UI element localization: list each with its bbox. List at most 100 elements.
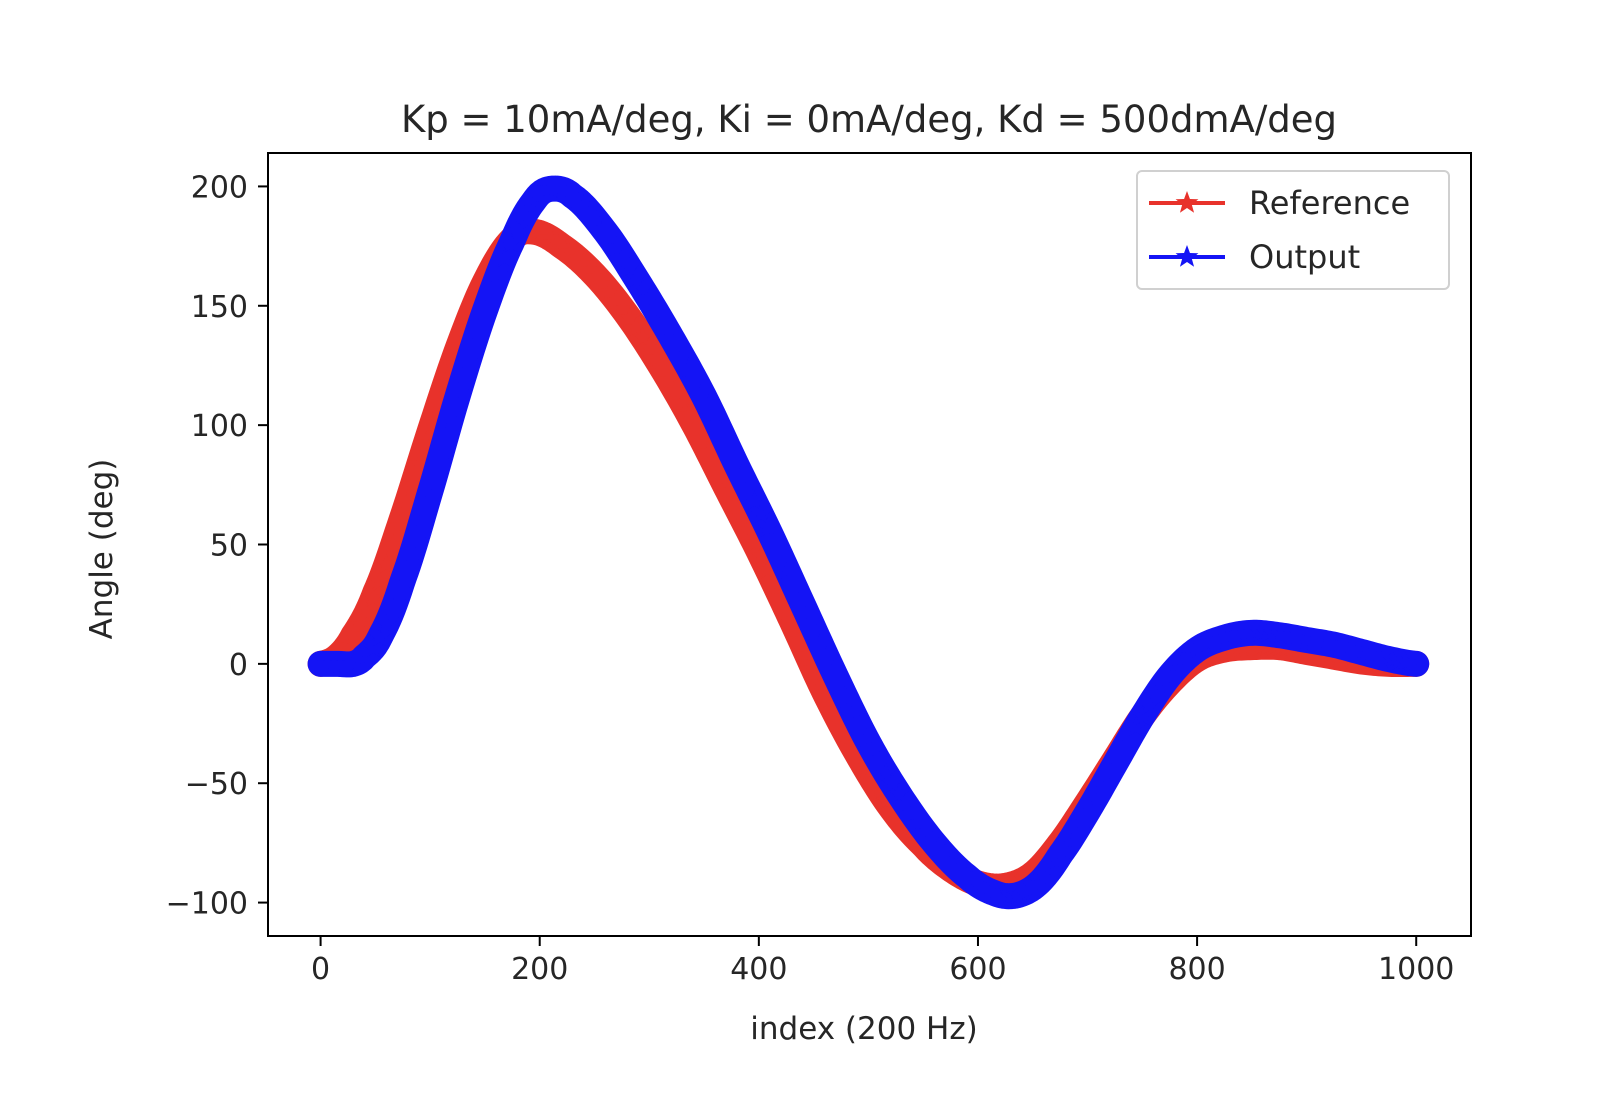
series-marker-output [559, 183, 581, 203]
series-marker-output [375, 613, 397, 634]
series-marker-output [553, 179, 575, 200]
series-marker-output [1039, 858, 1061, 879]
series-marker-reference [579, 259, 601, 280]
series-marker-output [638, 288, 660, 309]
y-tick-label: 100 [191, 409, 248, 444]
series-marker-output [757, 516, 779, 537]
series-marker-reference [717, 480, 739, 501]
series-marker-output [1092, 774, 1114, 795]
series-marker-reference [566, 246, 588, 267]
series-marker-reference [553, 236, 575, 257]
series-marker-reference [389, 514, 410, 535]
series-marker-reference [651, 358, 673, 378]
series-marker-reference [625, 316, 647, 337]
series-marker-reference [836, 723, 857, 744]
series-marker-reference [776, 600, 798, 621]
series-marker-reference [362, 586, 384, 607]
series-marker-output [809, 631, 831, 652]
series-marker-output [1158, 666, 1180, 687]
series-marker-output [343, 652, 364, 673]
series-marker-output [356, 643, 378, 664]
x-axis: 0 200 400 600 800 1000 [311, 936, 1454, 987]
series-marker-reference [862, 769, 884, 790]
series-marker-output [474, 299, 496, 320]
series-marker-output [1401, 652, 1423, 673]
series-marker-reference [691, 428, 713, 449]
series-marker-output [369, 626, 391, 647]
series-marker-output [435, 427, 456, 448]
series-marker-reference [822, 698, 844, 719]
series-marker-output [395, 560, 417, 581]
series-marker-output [875, 762, 897, 783]
series-marker-output [1052, 839, 1074, 860]
series-marker-reference [632, 326, 654, 347]
series-marker-reference [402, 474, 424, 495]
series-marker-reference [770, 586, 792, 607]
series-marker-reference [612, 298, 634, 319]
series-marker-reference [730, 506, 752, 526]
series-marker-reference [783, 614, 805, 635]
series-marker-output [770, 545, 792, 565]
series-marker-output [829, 674, 851, 694]
series-marker-output [711, 422, 733, 442]
series-output [307, 175, 1430, 910]
series-marker-output [349, 649, 371, 670]
x-tick-label: 600 [949, 952, 1006, 987]
series-marker-output [599, 226, 621, 247]
series-marker-reference [533, 223, 555, 244]
series-marker-output [730, 463, 752, 484]
series-marker-reference [868, 780, 890, 800]
series-marker-output [717, 436, 739, 457]
series-marker-output [1098, 762, 1120, 783]
series-marker-output [1171, 651, 1193, 672]
series-marker-reference [586, 266, 608, 286]
series-marker-reference [684, 415, 706, 436]
series-marker-output [533, 179, 555, 200]
series-marker-output [796, 602, 818, 623]
series-marker-reference [711, 467, 733, 488]
legend-item-reference: Reference [1149, 184, 1410, 222]
series-marker-output [1118, 727, 1140, 748]
series-marker-output [500, 232, 522, 253]
series-marker-output [974, 877, 995, 898]
series-marker-output [1197, 632, 1219, 653]
series-marker-output [1000, 885, 1022, 906]
series-marker-output [1184, 640, 1206, 661]
series-marker-output [520, 194, 542, 214]
series-marker-output [579, 201, 601, 222]
series-marker-reference [704, 454, 726, 475]
series-marker-output [612, 246, 634, 267]
series-marker-output [658, 322, 680, 342]
y-tick-label: 50 [210, 529, 248, 564]
series-marker-output [513, 204, 535, 225]
series-marker-output [402, 540, 424, 561]
series-marker-output [1191, 635, 1212, 656]
series-marker-output [527, 185, 548, 206]
series-marker-output [868, 751, 890, 772]
series-marker-reference [757, 558, 779, 579]
series-marker-output [678, 356, 700, 377]
series-marker-output [1085, 785, 1107, 806]
series-marker-output [428, 450, 450, 471]
series-marker-output [566, 188, 588, 209]
series-marker-reference [540, 227, 562, 248]
legend-box [1136, 170, 1450, 290]
series-marker-reference [665, 380, 687, 401]
series-marker-reference [809, 672, 831, 693]
x-tick-label: 200 [511, 952, 568, 987]
series-marker-output [507, 217, 529, 238]
series-marker-output [842, 701, 864, 722]
legend-item-output: Output [1149, 238, 1360, 276]
series-marker-output [776, 559, 798, 580]
series-marker-output [1079, 797, 1101, 818]
series-marker-reference [658, 369, 680, 389]
series-marker-output [849, 714, 871, 735]
series-marker-output [816, 646, 838, 666]
series-marker-output [1204, 629, 1226, 650]
series-marker-reference [750, 545, 772, 566]
y-tick-label: 0 [229, 648, 248, 683]
series-marker-reference [559, 241, 581, 262]
legend-label: Reference [1249, 184, 1410, 222]
series-marker-output [408, 518, 430, 539]
